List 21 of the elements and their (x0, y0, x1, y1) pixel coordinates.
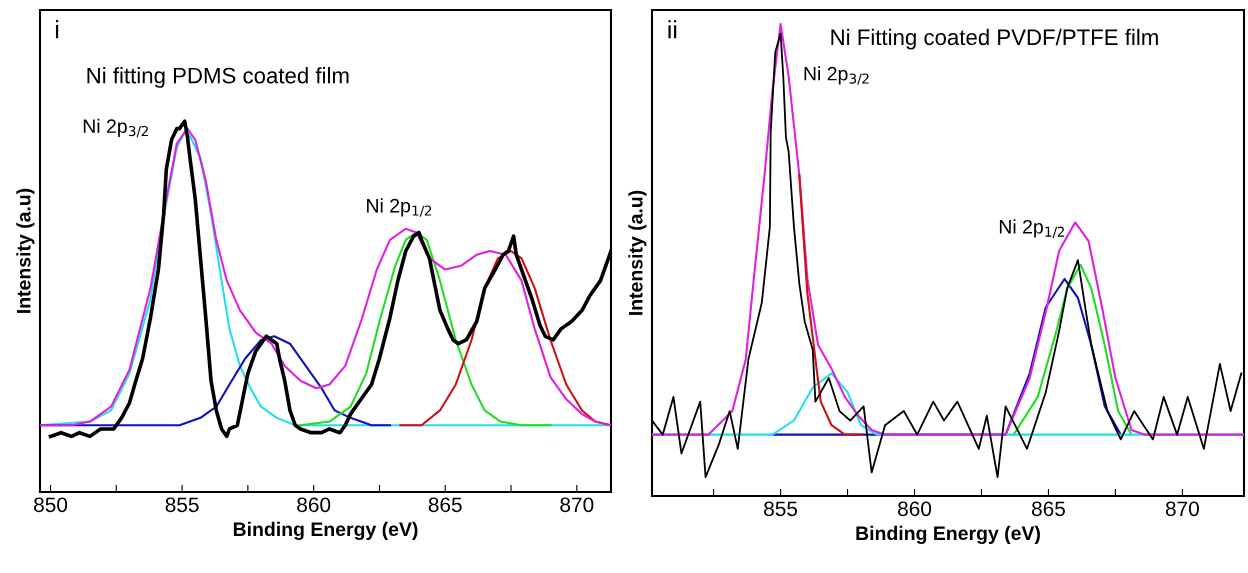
x-tick-label: 860 (898, 501, 932, 517)
annotation: Ni 2p$_{3/2}$ (83, 118, 148, 138)
x-tick-label: 860 (297, 497, 331, 513)
y-axis-title: Intensity (a.u) (16, 188, 35, 313)
annotation: ii (668, 20, 677, 39)
x-tick-label: 865 (428, 497, 462, 513)
annotation: Ni 2p$_{1/2}$ (999, 219, 1064, 238)
x-tick-label: 855 (165, 497, 199, 513)
annotation: Ni 2p$_{1/2}$ (367, 198, 432, 217)
annotation: Ni 2p$_{3/2}$ (804, 66, 869, 85)
x-tick-label: 865 (1031, 501, 1065, 517)
x-tick-label: 870 (560, 497, 594, 513)
x-axis-title: Binding Energy (eV) (856, 525, 1040, 545)
chart-title: Ni fitting PDMS coated film (87, 67, 349, 88)
x-axis-title: Binding Energy (eV) (233, 521, 418, 541)
x-tick-label: 850 (34, 497, 68, 513)
x-tick-label: 870 (1165, 501, 1199, 517)
chart-title: Ni Fitting coated PVDF/PTFE film (831, 28, 1158, 50)
x-tick-label: 855 (764, 501, 798, 517)
y-axis-title: Intensity (a.u) (628, 190, 647, 315)
text: i (55, 20, 59, 39)
